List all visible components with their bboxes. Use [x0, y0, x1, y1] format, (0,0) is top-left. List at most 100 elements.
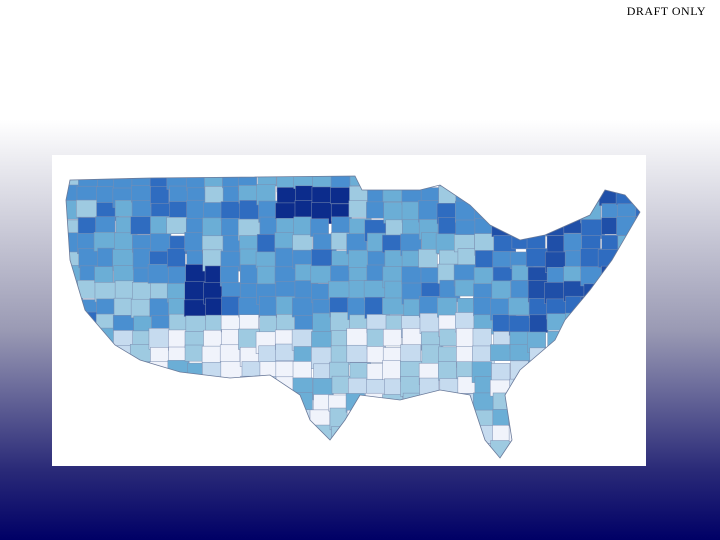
map-region: [313, 457, 338, 458]
map-region: [634, 331, 640, 348]
map-region: [634, 263, 640, 285]
map-region: [364, 409, 385, 431]
map-region: [527, 217, 551, 237]
map-region: [382, 328, 402, 347]
map-region: [78, 394, 101, 417]
map-region: [634, 392, 640, 413]
map-region: [258, 345, 278, 363]
map-region: [508, 409, 533, 426]
map-region: [635, 345, 640, 369]
map-region: [169, 409, 190, 430]
map-region: [131, 440, 151, 458]
map-region: [274, 232, 295, 251]
map-region: [147, 263, 169, 284]
map-region: [598, 393, 622, 411]
map-region: [529, 424, 550, 445]
map-region: [508, 393, 533, 414]
map-region: [133, 361, 155, 383]
map-region: [113, 459, 134, 466]
map-region: [256, 376, 279, 395]
map-region: [66, 443, 78, 458]
map-region: [472, 185, 495, 203]
map-region: [202, 362, 223, 383]
map-region: [436, 439, 457, 458]
map-region: [241, 442, 265, 458]
map-frame: [52, 155, 646, 466]
map-region: [240, 375, 262, 396]
map-region: [148, 442, 168, 458]
map-region: [454, 200, 478, 223]
map-region: [292, 443, 312, 458]
map-region: [436, 394, 456, 412]
map-region: [418, 176, 439, 185]
map-region: [492, 201, 516, 224]
map-region: [597, 249, 621, 268]
map-region: [601, 265, 626, 283]
map-region: [616, 282, 637, 301]
map-region: [147, 426, 170, 447]
map-region: [131, 376, 156, 394]
map-region: [130, 394, 153, 415]
map-region: [580, 460, 599, 466]
map-region: [221, 395, 241, 413]
map-region: [187, 410, 207, 429]
map-region: [547, 176, 569, 190]
map-region: [562, 176, 582, 191]
map-region: [418, 442, 437, 458]
map-region: [274, 410, 295, 431]
map-region: [546, 426, 568, 444]
map-region: [619, 457, 640, 458]
map-region: [547, 376, 569, 396]
map-region: [439, 457, 462, 458]
map-region: [130, 185, 154, 203]
map-region: [526, 379, 548, 400]
map-region: [384, 176, 407, 189]
map-region: [167, 360, 189, 380]
map-region: [454, 457, 479, 458]
map-region: [220, 377, 243, 398]
map-region: [78, 442, 99, 458]
map-region: [278, 460, 299, 466]
map-region: [187, 426, 210, 444]
map-region: [330, 176, 353, 190]
map-region: [346, 409, 372, 433]
map-region: [509, 343, 531, 361]
map-region: [437, 426, 457, 447]
map-region: [312, 176, 335, 190]
map-region: [601, 440, 626, 458]
map-region: [582, 329, 605, 347]
map-region: [619, 410, 639, 431]
map-region: [474, 176, 495, 190]
map-region: [528, 360, 553, 379]
map-region: [221, 455, 241, 458]
map-region: [201, 409, 226, 430]
map-region: [185, 377, 208, 396]
map-region: [384, 442, 408, 458]
map-region: [202, 443, 222, 458]
map-region: [402, 440, 424, 458]
map-region: [275, 441, 298, 458]
map-region: [66, 376, 85, 396]
map-region: [526, 176, 551, 191]
map-region: [563, 441, 588, 458]
map-region: [292, 361, 312, 380]
map-region: [258, 426, 279, 450]
map-region: [274, 266, 299, 284]
map-region: [438, 410, 459, 431]
map-region: [598, 331, 619, 350]
map-region: [349, 443, 370, 458]
map-region: [581, 344, 605, 365]
map-region: [616, 298, 639, 319]
map-region: [258, 395, 282, 414]
map-region: [421, 395, 444, 418]
map-region: [510, 442, 532, 458]
map-region: [597, 295, 620, 315]
map-region: [580, 411, 602, 429]
map-region: [528, 410, 551, 429]
map-region: [529, 314, 549, 333]
map-region: [545, 442, 570, 458]
map-region: [508, 297, 531, 316]
map-region: [581, 313, 603, 330]
map-region: [472, 457, 497, 458]
